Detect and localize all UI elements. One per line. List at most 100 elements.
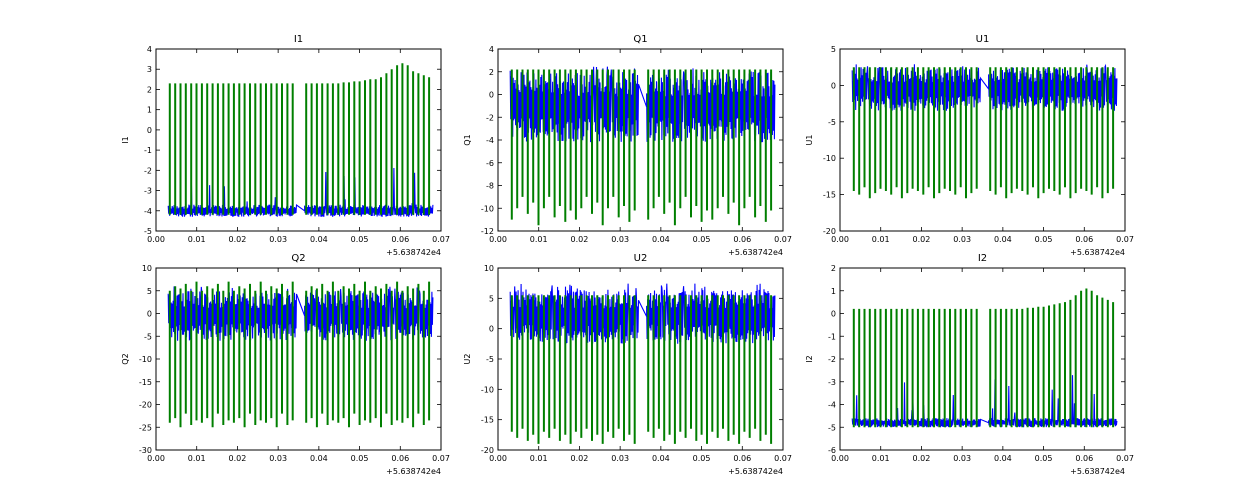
x-tick-label: 0.02 xyxy=(913,235,931,244)
chart-title: Q1 xyxy=(633,34,647,45)
x-offset-label: +5.638742e4 xyxy=(728,248,783,257)
y-tick-label: -4 xyxy=(828,401,836,410)
plot-area xyxy=(167,63,434,217)
series-line-blue xyxy=(851,63,1118,111)
x-offset-label: +5.638742e4 xyxy=(386,248,441,257)
chart-title: U2 xyxy=(634,253,648,264)
y-tick-label: 0 xyxy=(831,310,836,319)
y-tick-label: -8 xyxy=(486,182,494,191)
x-tick-label: 0.03 xyxy=(953,454,971,463)
x-offset-label: +5.638742e4 xyxy=(728,467,783,476)
y-tick-label: 2 xyxy=(489,68,494,77)
y-tick-label: -3 xyxy=(828,378,836,387)
y-tick-label: -15 xyxy=(823,191,836,200)
x-tick-label: 0.04 xyxy=(310,454,328,463)
chart-title: Q2 xyxy=(291,253,305,264)
plot-area xyxy=(851,288,1118,428)
x-tick-label: 0.01 xyxy=(188,235,206,244)
axes-frame xyxy=(497,48,784,232)
chart-title: I1 xyxy=(294,34,303,45)
x-tick-label: 0.03 xyxy=(953,235,971,244)
y-tick-label: -5 xyxy=(828,118,836,127)
x-tick-label: 0.02 xyxy=(571,454,589,463)
y-tick-label: 1 xyxy=(147,106,152,115)
y-axis-label: I2 xyxy=(805,355,814,362)
series-line-blue xyxy=(167,167,434,217)
y-tick-label: 2 xyxy=(147,85,152,94)
series-line-blue xyxy=(509,283,776,344)
subplot-u1: U1 0.00 0.01 0.02 0.03 0.04 0.05 0.06 0.07 -20 -15… xyxy=(805,34,1134,257)
y-tick-label: -2 xyxy=(828,355,836,364)
series-line-blue xyxy=(851,375,1118,428)
x-tick-label: 0.06 xyxy=(733,235,751,244)
x-tick-label: 0.04 xyxy=(994,235,1012,244)
y-tick-label: -15 xyxy=(139,378,152,387)
x-tick-label: 0.07 xyxy=(432,235,450,244)
chart-title: I2 xyxy=(978,253,987,264)
y-tick-label: -3 xyxy=(144,187,152,196)
y-tick-label: 0 xyxy=(489,325,494,334)
x-tick-label: 0.06 xyxy=(1075,235,1093,244)
y-tick-label: 0 xyxy=(147,126,152,135)
y-tick-label: 4 xyxy=(147,45,152,54)
y-tick-label: 5 xyxy=(489,294,494,303)
x-offset-label: +5.638742e4 xyxy=(1070,248,1125,257)
y-axis-label: U2 xyxy=(463,354,472,365)
x-tick-label: 0.05 xyxy=(693,235,711,244)
y-tick-label: 0 xyxy=(831,81,836,90)
y-tick-label: -2 xyxy=(144,166,152,175)
x-tick-label: 0.02 xyxy=(571,235,589,244)
y-tick-label: -6 xyxy=(486,159,494,168)
y-tick-label: 5 xyxy=(831,45,836,54)
y-tick-label: -5 xyxy=(144,332,152,341)
x-tick-label: 0.01 xyxy=(872,454,890,463)
y-tick-label: -5 xyxy=(828,423,836,432)
x-tick-label: 0.04 xyxy=(652,235,670,244)
y-tick-label: -20 xyxy=(823,227,836,236)
subplot-i2: I2 0.00 0.01 0.02 0.03 0.04 0.05 0.06 0.07 -6 -5 -4… xyxy=(805,253,1134,476)
x-tick-label: 0.05 xyxy=(1035,235,1053,244)
y-axis-label: Q2 xyxy=(121,353,130,364)
x-tick-label: 0.07 xyxy=(1116,235,1134,244)
x-tick-label: 0.06 xyxy=(391,454,409,463)
axes-frame xyxy=(839,48,1126,232)
y-tick-label: -30 xyxy=(139,446,152,455)
y-tick-label: -20 xyxy=(139,401,152,410)
x-tick-label: 0.00 xyxy=(831,454,849,463)
x-tick-label: 0.02 xyxy=(913,454,931,463)
x-tick-label: 0.01 xyxy=(530,454,548,463)
plot-area xyxy=(167,281,434,428)
x-tick-label: 0.00 xyxy=(489,454,507,463)
x-tick-label: 0.04 xyxy=(652,454,670,463)
x-tick-label: 0.05 xyxy=(693,454,711,463)
series-line-blue xyxy=(509,66,776,143)
y-tick-label: -1 xyxy=(828,332,836,341)
x-tick-label: 0.07 xyxy=(432,454,450,463)
subplot-u2: U2 0.00 0.01 0.02 0.03 0.04 0.05 0.06 0.07 -20 -15… xyxy=(463,253,792,476)
subplot-q1: Q1 0.00 0.01 0.02 0.03 0.04 0.05 0.06 0.07 -12 -10… xyxy=(463,34,792,257)
x-tick-label: 0.02 xyxy=(229,235,247,244)
x-offset-label: +5.638742e4 xyxy=(1070,467,1125,476)
x-tick-label: 0.07 xyxy=(774,454,792,463)
x-tick-label: 0.07 xyxy=(774,235,792,244)
y-tick-label: -5 xyxy=(486,355,494,364)
y-tick-label: -10 xyxy=(481,204,494,213)
x-tick-label: 0.03 xyxy=(611,235,629,244)
y-tick-label: -25 xyxy=(139,423,152,432)
chart-title: U1 xyxy=(976,34,990,45)
x-tick-label: 0.07 xyxy=(1116,454,1134,463)
x-tick-label: 0.05 xyxy=(351,235,369,244)
y-tick-label: -2 xyxy=(486,113,494,122)
subplot-i1: I1 0.00 0.01 0.02 0.03 0.04 0.05 0.06 0.07 -5 -4 -3… xyxy=(121,34,450,257)
x-tick-label: 0.03 xyxy=(269,454,287,463)
x-tick-label: 0.05 xyxy=(1035,454,1053,463)
y-tick-label: 5 xyxy=(147,287,152,296)
x-tick-label: 0.04 xyxy=(994,454,1012,463)
x-tick-label: 0.00 xyxy=(147,454,165,463)
y-tick-label: 1 xyxy=(831,287,836,296)
y-tick-label: -4 xyxy=(144,207,152,216)
x-tick-label: 0.02 xyxy=(229,454,247,463)
x-tick-label: 0.04 xyxy=(310,235,328,244)
y-tick-label: -12 xyxy=(481,227,494,236)
